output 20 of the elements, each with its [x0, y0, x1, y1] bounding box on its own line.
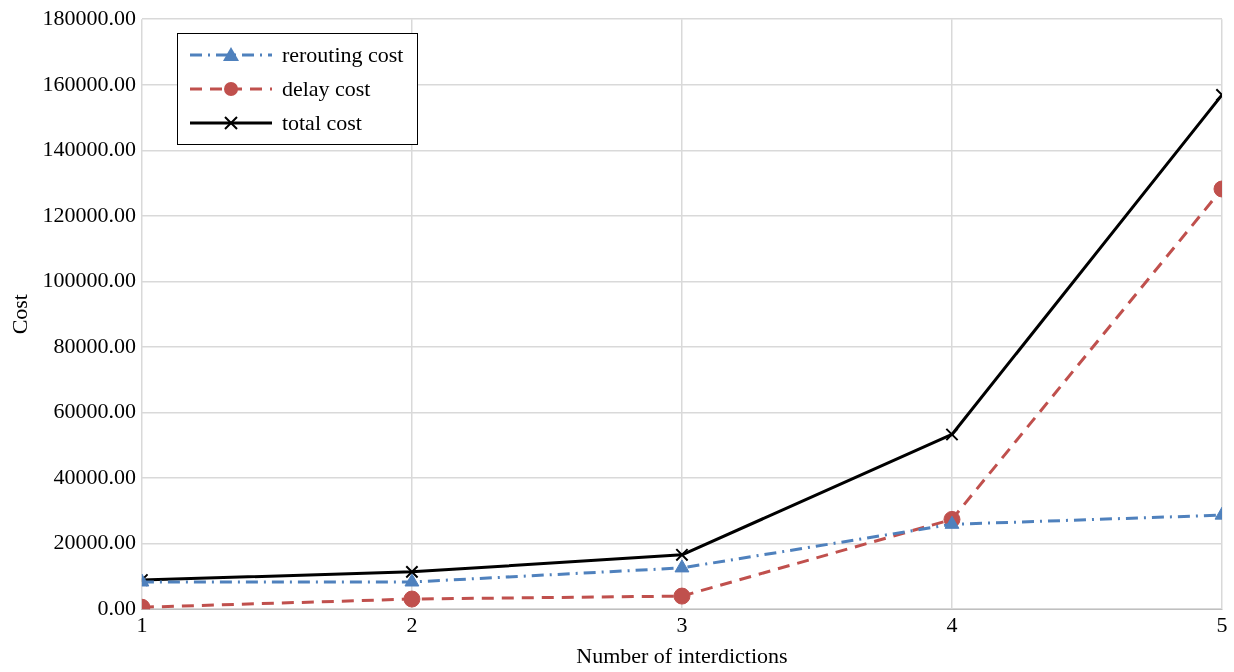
y-tick-label: 160000.00 [42, 70, 136, 96]
y-tick-label: 120000.00 [42, 201, 136, 227]
legend-label: delay cost [281, 76, 371, 103]
legend-label: total cost [281, 110, 362, 137]
y-tick-label: 0.00 [97, 594, 136, 620]
y-tick-label: 80000.00 [53, 332, 136, 358]
y-tick-label: 20000.00 [53, 529, 136, 555]
y-tick-label: 180000.00 [42, 4, 136, 30]
x-tick-label: 2 [406, 612, 418, 638]
y-tick-label: 100000.00 [42, 267, 136, 293]
x-tick-label: 3 [676, 612, 688, 638]
y-tick-label: 40000.00 [53, 463, 136, 489]
x-tick-label: 1 [136, 612, 148, 638]
y-tick-label: 60000.00 [53, 398, 136, 424]
x-axis-title: Number of interdictions [576, 642, 788, 668]
y-axis-title: Cost [6, 294, 32, 335]
x-tick-label: 5 [1216, 612, 1228, 638]
x-tick-label: 4 [946, 612, 958, 638]
y-tick-label: 140000.00 [42, 136, 136, 162]
legend-label: rerouting cost [281, 42, 404, 69]
